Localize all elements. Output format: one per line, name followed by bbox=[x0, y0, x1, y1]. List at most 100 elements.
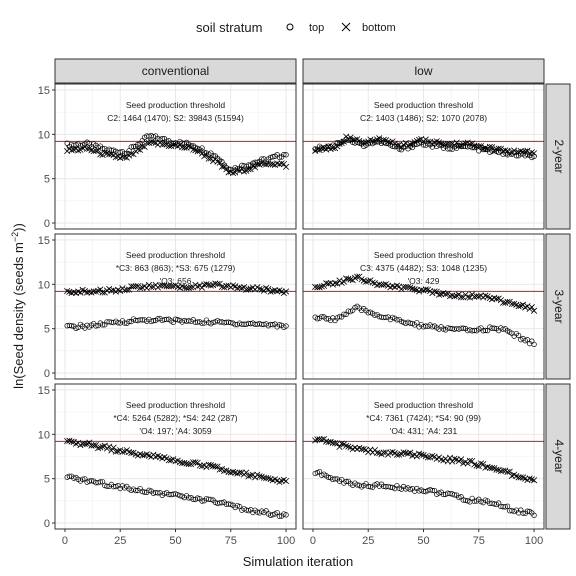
point-bottom bbox=[119, 448, 126, 456]
point-top bbox=[208, 496, 214, 503]
legend-title: soil stratum bbox=[196, 20, 262, 35]
point-bottom bbox=[482, 292, 489, 299]
point-bottom bbox=[137, 146, 144, 154]
point-bottom bbox=[274, 160, 281, 167]
point-bottom bbox=[216, 280, 223, 287]
x-tick-label: 0 bbox=[310, 535, 316, 547]
point-bottom bbox=[128, 150, 135, 157]
point-bottom bbox=[212, 463, 219, 470]
point-top bbox=[396, 146, 402, 152]
point-top bbox=[126, 318, 132, 325]
point-bottom bbox=[530, 307, 538, 314]
point-bottom bbox=[240, 168, 248, 175]
point-bottom bbox=[396, 451, 403, 458]
point-top bbox=[482, 327, 489, 334]
series-top bbox=[64, 315, 289, 331]
point-bottom bbox=[245, 286, 252, 293]
point-bottom bbox=[252, 164, 259, 171]
point-bottom bbox=[245, 166, 252, 173]
point-bottom bbox=[502, 147, 509, 154]
point-bottom bbox=[424, 454, 432, 461]
point-top bbox=[319, 313, 325, 320]
point-top bbox=[104, 483, 110, 489]
point-top bbox=[323, 316, 329, 322]
threshold-annotation: Seed production threshold *C4: 5264 (5282… bbox=[113, 400, 237, 436]
point-bottom bbox=[340, 278, 347, 285]
point-bottom bbox=[192, 459, 199, 466]
point-bottom bbox=[380, 136, 387, 143]
point-bottom bbox=[165, 142, 172, 150]
point-bottom bbox=[229, 282, 237, 289]
point-bottom bbox=[121, 153, 128, 161]
point-bottom bbox=[216, 159, 223, 166]
point-bottom bbox=[486, 143, 493, 150]
point-top bbox=[133, 487, 139, 494]
annotation-line: C2: 1403 (1486); S2: 1070 (2078) bbox=[360, 113, 487, 123]
point-top bbox=[367, 484, 374, 490]
point-top bbox=[500, 326, 506, 332]
column-strip-low: low bbox=[302, 58, 545, 84]
point-bottom bbox=[488, 144, 496, 151]
point-bottom bbox=[123, 286, 130, 293]
point-bottom bbox=[159, 141, 166, 148]
point-top bbox=[68, 323, 75, 329]
point-bottom bbox=[234, 285, 241, 292]
y-axis-title: ln(Seed density (seeds m−2)) bbox=[10, 223, 26, 389]
point-bottom bbox=[380, 449, 387, 456]
point-top bbox=[99, 322, 106, 328]
point-bottom bbox=[101, 149, 108, 156]
point-bottom bbox=[68, 438, 75, 445]
x-tick-label: 75 bbox=[225, 535, 237, 547]
y-axis-title-main: ln(Seed density (seeds m bbox=[11, 242, 26, 389]
point-bottom bbox=[238, 165, 245, 172]
gridlines bbox=[55, 384, 296, 529]
x-tick-label: 25 bbox=[362, 535, 374, 547]
x-axis-title: Simulation iteration bbox=[243, 554, 354, 569]
point-top bbox=[471, 498, 478, 504]
point-top bbox=[234, 166, 241, 172]
point-top bbox=[199, 145, 205, 151]
row-strip-4-year: 4-year bbox=[545, 383, 571, 530]
point-bottom bbox=[336, 140, 343, 147]
point-bottom bbox=[247, 472, 254, 479]
series-top bbox=[312, 468, 537, 518]
point-bottom bbox=[243, 469, 250, 476]
point-bottom bbox=[75, 147, 82, 154]
point-bottom bbox=[190, 146, 197, 153]
point-bottom bbox=[205, 155, 212, 162]
point-bottom bbox=[214, 280, 221, 288]
point-bottom bbox=[99, 443, 106, 450]
point-bottom bbox=[451, 455, 458, 462]
point-top bbox=[491, 325, 497, 331]
panel-conventional-4-year: Seed production threshold *C4: 5264 (5282… bbox=[38, 383, 297, 547]
point-top bbox=[513, 153, 520, 159]
point-bottom bbox=[97, 444, 104, 451]
point-bottom bbox=[238, 285, 245, 292]
point-top bbox=[276, 322, 283, 328]
point-bottom bbox=[198, 150, 206, 157]
point-top bbox=[66, 473, 73, 479]
point-bottom bbox=[316, 284, 323, 291]
point-bottom bbox=[458, 294, 465, 301]
x-tick-label: 50 bbox=[169, 535, 181, 547]
point-top bbox=[155, 490, 161, 496]
point-bottom bbox=[488, 464, 496, 472]
legend-key-top bbox=[286, 23, 294, 31]
point-bottom bbox=[431, 288, 438, 295]
point-bottom bbox=[92, 147, 99, 154]
point-bottom bbox=[198, 284, 206, 291]
point-bottom bbox=[83, 145, 91, 152]
point-bottom bbox=[451, 293, 458, 300]
series-bottom bbox=[312, 133, 538, 157]
point-bottom bbox=[223, 282, 230, 289]
point-bottom bbox=[274, 288, 281, 295]
point-bottom bbox=[221, 163, 228, 170]
point-top bbox=[199, 498, 205, 504]
point-bottom bbox=[170, 141, 177, 148]
point-top bbox=[354, 482, 360, 488]
legend-key-bottom bbox=[341, 22, 351, 32]
point-bottom bbox=[92, 441, 99, 449]
point-bottom bbox=[207, 282, 214, 289]
point-top bbox=[524, 508, 531, 514]
point-bottom bbox=[282, 163, 290, 170]
